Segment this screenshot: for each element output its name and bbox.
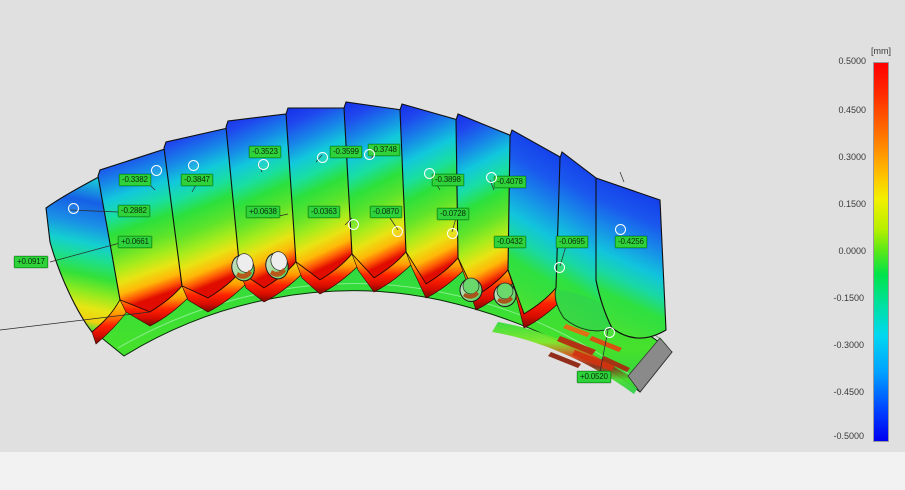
- color-scale-tick-1: 0.4500: [838, 105, 866, 115]
- deviation-label-p14[interactable]: -0.4078: [494, 176, 526, 188]
- deviation-label-p6[interactable]: +0.0638: [246, 206, 280, 218]
- deviation-label-p4[interactable]: -0.3382: [119, 174, 151, 186]
- vane-7: [399, 103, 465, 285]
- deviation-label-p9[interactable]: -0.0363: [308, 206, 340, 218]
- color-scale-tick-5: -0.1500: [833, 293, 864, 303]
- color-scale-tick-7: -0.4500: [833, 387, 864, 397]
- color-scale-unit: [mm]: [871, 46, 891, 56]
- point-marker-p18[interactable]: [604, 327, 615, 338]
- color-scale-tick-0: 0.5000: [838, 56, 866, 66]
- point-marker-p11[interactable]: [392, 226, 403, 237]
- cooling-hole-2: [265, 251, 289, 280]
- point-marker-p13[interactable]: [447, 228, 458, 239]
- point-marker-p16[interactable]: [554, 262, 565, 273]
- point-marker-p5[interactable]: [188, 160, 199, 171]
- point-marker-p10[interactable]: [364, 149, 375, 160]
- deviation-label-p11[interactable]: -0.0870: [370, 206, 402, 218]
- cooling-hole-1: [231, 253, 255, 282]
- deviation-label-p7[interactable]: -0.3523: [249, 146, 281, 158]
- point-marker-p2[interactable]: [68, 203, 79, 214]
- point-marker-p12[interactable]: [424, 168, 435, 179]
- deviation-label-p10[interactable]: -0.3748: [368, 144, 400, 156]
- cooling-holes: [231, 251, 517, 307]
- color-scale-tick-4: 0.0000: [838, 246, 866, 256]
- vane-6: [343, 101, 409, 279]
- point-marker-p9[interactable]: [348, 219, 359, 230]
- model-render[interactable]: [0, 0, 905, 452]
- deviation-label-p15[interactable]: -0.0432: [494, 236, 526, 248]
- point-marker-p7[interactable]: [258, 159, 269, 170]
- point-marker-p4[interactable]: [151, 165, 162, 176]
- deviation-label-p16[interactable]: -0.0695: [556, 236, 588, 248]
- color-scale-tick-2: 0.3000: [838, 152, 866, 162]
- vane-5: [285, 107, 353, 281]
- deviation-label-p3[interactable]: +0.0661: [118, 236, 152, 248]
- deviation-label-p13[interactable]: -0.0728: [437, 208, 469, 220]
- deviation-label-p5[interactable]: -0.3847: [181, 174, 213, 186]
- color-scale-gradient: [874, 63, 888, 441]
- status-area: [0, 452, 905, 490]
- point-marker-p14[interactable]: [486, 172, 497, 183]
- vane-10-turned-face: [595, 177, 667, 339]
- color-scale-tick-6: -0.3000: [833, 340, 864, 350]
- deviation-label-p12[interactable]: -0.3898: [432, 174, 464, 186]
- deviation-label-p1[interactable]: +0.0917: [14, 256, 48, 268]
- deviation-label-p18[interactable]: +0.0520: [577, 371, 611, 383]
- point-marker-p17[interactable]: [615, 224, 626, 235]
- point-marker-p8[interactable]: [317, 152, 328, 163]
- deviation-label-p17[interactable]: -0.4256: [615, 236, 647, 248]
- cooling-hole-4: [493, 282, 517, 307]
- color-scale-bar[interactable]: [873, 62, 889, 442]
- deviation-label-p8[interactable]: -0.3599: [330, 146, 362, 158]
- cooling-hole-3: [459, 277, 483, 302]
- deviation-label-p2[interactable]: -0.2882: [118, 205, 150, 217]
- viewport-3d[interactable]: +0.0917 -0.2882 +0.0661 -0.3382 -0.3847 …: [0, 0, 905, 452]
- color-scale-tick-8: -0.5000: [833, 431, 864, 441]
- color-scale-tick-3: 0.1500: [838, 199, 866, 209]
